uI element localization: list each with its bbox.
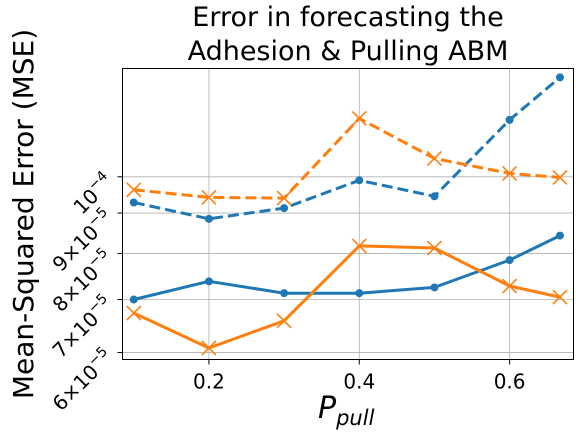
data-point <box>201 189 217 205</box>
data-point <box>351 110 367 126</box>
y-tick-label: 10−4 <box>67 168 118 219</box>
data-point <box>430 192 439 201</box>
y-axis-ticks: 6×10−57×10−58×10−59×10−510−4 <box>48 168 123 416</box>
data-point <box>552 169 568 186</box>
data-point <box>505 256 514 265</box>
data-point <box>129 198 138 207</box>
data-series <box>126 73 568 356</box>
data-point <box>280 204 289 213</box>
series-line <box>133 116 561 200</box>
x-axis-ticks: 0.2 0.4 0.6 <box>193 359 526 394</box>
data-point <box>555 231 564 240</box>
data-point <box>126 182 142 198</box>
data-point <box>204 214 213 223</box>
data-point <box>276 313 292 329</box>
chart-title: Error in forecasting the Adhesion & Pull… <box>188 2 509 67</box>
data-point <box>201 340 217 356</box>
x-tick-label: 0.4 <box>343 370 375 394</box>
data-point <box>276 190 292 206</box>
data-point <box>502 278 518 294</box>
data-point <box>351 238 367 254</box>
series-0 <box>129 73 564 223</box>
data-point <box>426 150 443 166</box>
chart-title-line-2: Adhesion & Pulling ABM <box>188 36 509 67</box>
series-line <box>133 234 561 301</box>
series-3 <box>126 238 568 356</box>
data-point <box>552 289 568 305</box>
y-axis-label: Mean-Squared Error (MSE) <box>7 29 40 399</box>
data-point <box>505 115 514 124</box>
x-axis-label-main: P <box>318 391 337 426</box>
chart-title-line-1: Error in forecasting the <box>192 2 503 33</box>
data-point <box>129 295 138 304</box>
series-2 <box>129 231 564 304</box>
x-axis-label: Ppull <box>318 391 375 430</box>
data-point <box>355 289 364 298</box>
data-point <box>204 277 213 286</box>
data-point <box>502 165 518 181</box>
data-point <box>426 240 443 256</box>
series-1 <box>126 110 568 206</box>
x-tick-label: 0.6 <box>494 370 526 394</box>
data-point <box>555 73 564 82</box>
x-tick-label: 0.2 <box>193 370 225 394</box>
data-point <box>355 176 364 185</box>
data-point <box>280 289 289 298</box>
data-point <box>126 305 142 321</box>
data-point <box>430 283 439 292</box>
plot-area-frame <box>122 68 574 360</box>
series-line <box>133 244 561 350</box>
x-axis-label-subscript: pull <box>335 406 374 430</box>
